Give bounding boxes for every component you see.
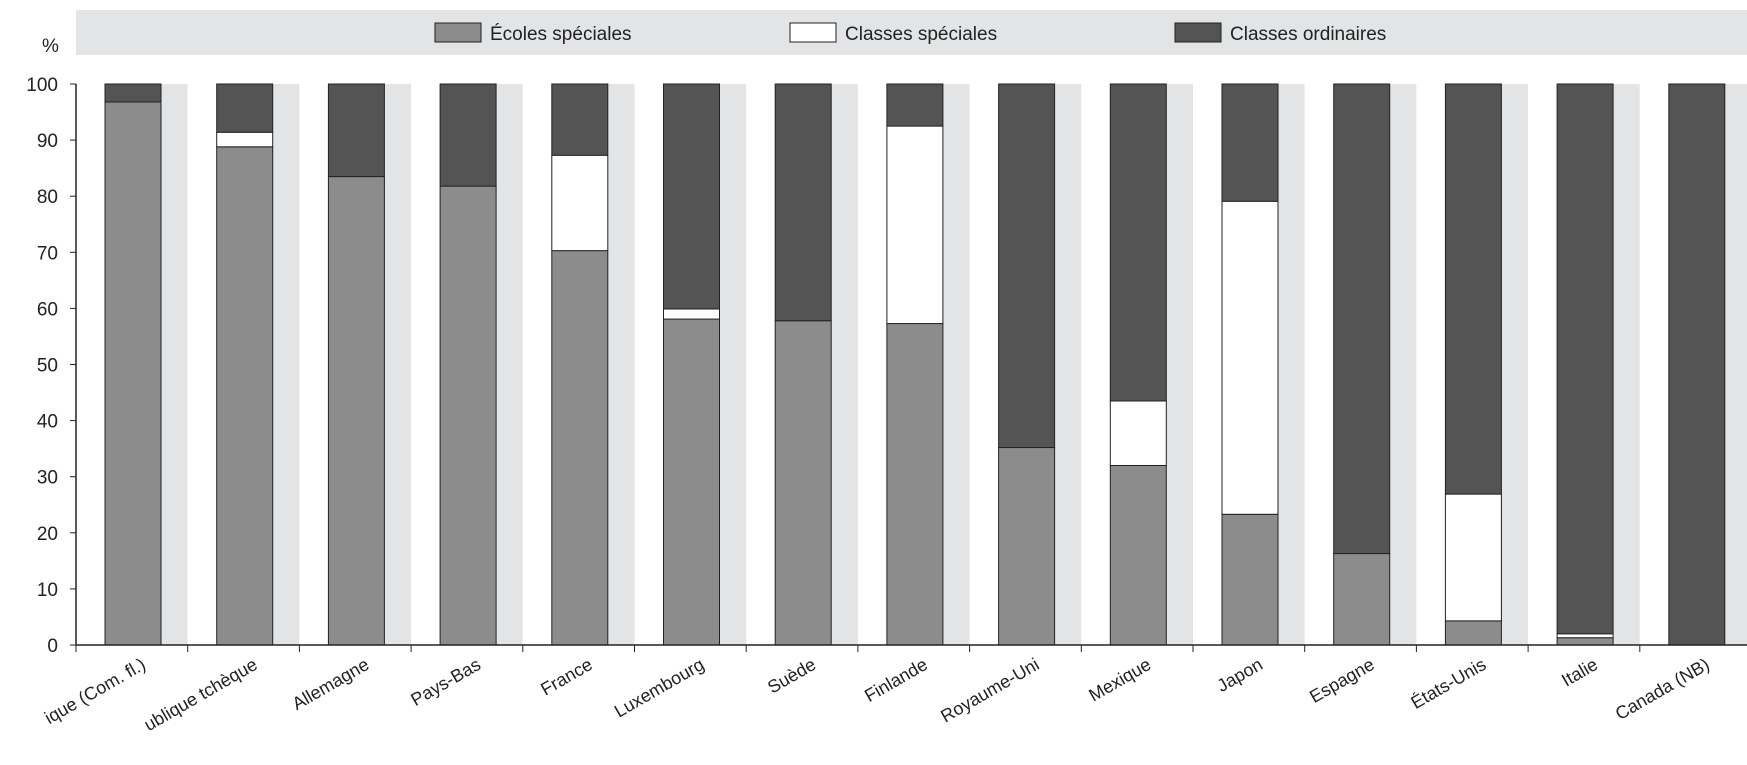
x-tick-label: Suède — [764, 654, 819, 697]
y-unit-label: % — [42, 36, 59, 57]
bar-segment — [998, 447, 1056, 646]
bar-segment — [216, 131, 274, 148]
legend-label: Écoles spéciales — [490, 24, 632, 45]
bar-segment — [1109, 464, 1167, 646]
bar-segment — [327, 176, 385, 646]
x-tick-label: États-Unis — [1407, 654, 1489, 713]
x-tick-label: Espagne — [1306, 654, 1378, 707]
axes — [70, 83, 1747, 652]
bar-segment — [998, 83, 1056, 449]
bar-segment — [1444, 83, 1502, 495]
y-tick-labels: 0 10 20 30 40 50 60 70 80 90 100 — [26, 75, 58, 657]
bar-segment — [439, 83, 497, 187]
legend: Écoles spéciales Classes spéciales Classes… — [434, 22, 1386, 45]
x-tick-label: ique (Com. fl.) — [41, 654, 149, 728]
y-tick-label: 10 — [37, 580, 58, 601]
legend-band — [76, 10, 1747, 55]
x-tick-label: France — [537, 654, 596, 699]
bar-segment — [1221, 200, 1279, 515]
x-tick-label: Mexique — [1085, 654, 1154, 705]
legend-swatch — [1174, 22, 1222, 43]
bar-segment — [1333, 553, 1391, 646]
x-tick-label: Canada (NB) — [1612, 654, 1713, 724]
y-tick-label: 70 — [37, 243, 58, 264]
bar-segment — [1556, 637, 1614, 646]
bar-segment — [327, 83, 385, 178]
x-tick-label: Japon — [1214, 654, 1266, 696]
y-tick-label: 30 — [37, 468, 58, 489]
bar-segment — [104, 101, 162, 646]
x-tick-labels: ique (Com. fl.)ublique tchèque Allemagne P… — [41, 654, 1713, 735]
x-tick-label: Allemagne — [289, 654, 373, 714]
x-tick-label: Royaume-Uni — [937, 654, 1042, 726]
bar-segment — [1556, 83, 1614, 635]
bar-segment — [886, 125, 944, 325]
y-tick-label: 60 — [37, 299, 58, 320]
bar-segment — [1109, 400, 1167, 466]
bar-segment — [1668, 83, 1726, 646]
bar-segment — [551, 154, 609, 252]
bar-segment — [1221, 83, 1279, 202]
bar-segment — [774, 83, 832, 322]
y-tick-label: 20 — [37, 524, 58, 545]
x-tick-label: Pays-Bas — [407, 654, 484, 710]
legend-label: Classes spéciales — [845, 24, 997, 45]
bar-segment — [663, 83, 720, 310]
y-tick-label: 50 — [37, 356, 58, 377]
bars — [104, 83, 1726, 646]
bar-segment — [1109, 83, 1167, 402]
bar-segment — [439, 185, 497, 646]
bar-segment — [886, 83, 944, 127]
bar-segment — [216, 83, 274, 133]
bar-segment — [1221, 513, 1279, 646]
legend-label: Classes ordinaires — [1230, 24, 1386, 45]
y-tick-label: 90 — [37, 131, 58, 152]
bar-segment — [216, 146, 274, 646]
x-tick-label: Luxembourg — [611, 654, 708, 721]
bar-segment — [551, 250, 609, 646]
bar-segment — [1333, 83, 1391, 555]
y-tick-label: 0 — [47, 636, 58, 657]
y-tick-label: 100 — [26, 75, 58, 96]
bar-segment — [663, 308, 720, 320]
y-tick-label: 40 — [37, 412, 58, 433]
bar-segment — [551, 83, 609, 156]
bar-segment — [1556, 633, 1614, 639]
bar-segment — [663, 318, 720, 646]
bar-segment — [104, 83, 162, 103]
y-tick-label: 80 — [37, 187, 58, 208]
bar-segment — [886, 323, 944, 646]
bar-segment — [774, 320, 832, 646]
legend-swatch — [434, 22, 482, 43]
bar-segment — [1444, 493, 1502, 622]
x-tick-label: Finlande — [861, 654, 931, 706]
bar-segment — [1444, 620, 1502, 646]
legend-swatch — [789, 22, 837, 43]
x-tick-label: Italie — [1558, 654, 1601, 690]
x-tick-label: ublique tchèque — [141, 654, 261, 735]
